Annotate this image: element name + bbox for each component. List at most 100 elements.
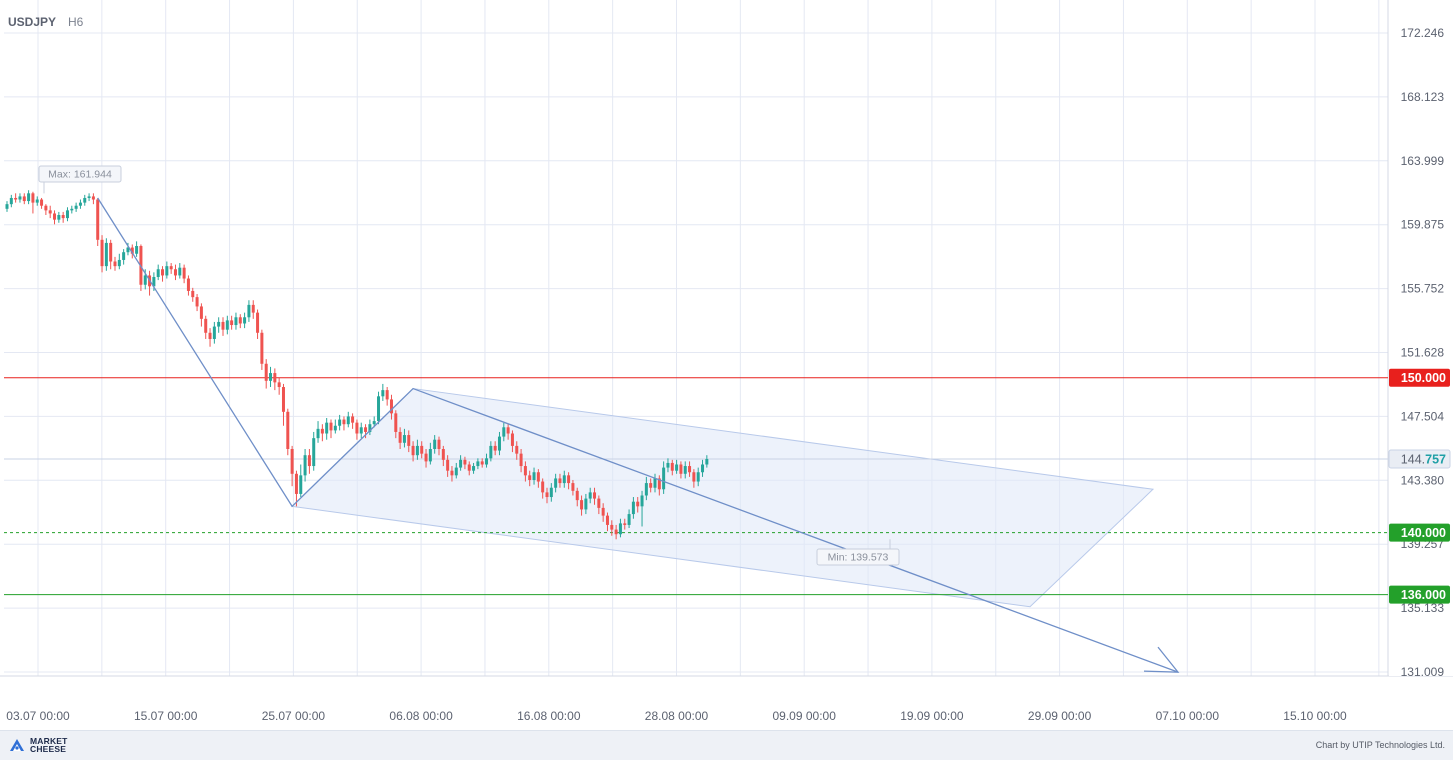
candle	[433, 435, 437, 454]
candle-body	[476, 461, 480, 467]
candle-body	[307, 455, 311, 467]
candle	[44, 204, 48, 216]
candle-body	[623, 523, 627, 525]
candle-body	[554, 478, 558, 488]
candle-body	[74, 205, 78, 209]
candle-body	[9, 197, 13, 205]
candle-body	[523, 466, 527, 476]
candle	[355, 419, 359, 440]
candle-body	[290, 449, 294, 474]
candle-body	[545, 492, 549, 498]
candle	[40, 197, 44, 209]
candle	[670, 459, 674, 476]
candle	[472, 462, 476, 474]
price-tick-label: 172.246	[1401, 26, 1445, 40]
candle	[562, 470, 566, 488]
candle-body	[351, 416, 355, 423]
level-badge-140.000[interactable]: 140.000	[1389, 523, 1450, 542]
candle	[407, 430, 411, 453]
candle	[53, 210, 57, 225]
symbol-label: USDJPY	[8, 15, 56, 29]
time-tick-label: 29.09 00:00	[1028, 709, 1092, 723]
candle	[644, 476, 648, 501]
time-tick-label: 25.07 00:00	[262, 709, 326, 723]
candle	[294, 470, 298, 507]
time-axis[interactable]: 03.07 00:00 15.07 00:00 25.07 00:00 06.08 0…	[6, 709, 1347, 723]
candle-body	[329, 422, 333, 431]
candle-body	[126, 247, 130, 253]
candle	[381, 383, 385, 401]
candle	[610, 520, 614, 536]
candle	[480, 458, 484, 468]
level-badge-136.000[interactable]: 136.000	[1389, 585, 1450, 604]
level-badge-150.000[interactable]: 150.000	[1389, 368, 1450, 387]
candle-body	[96, 199, 100, 240]
time-tick-label: 19.09 00:00	[900, 709, 964, 723]
candle	[523, 461, 527, 482]
candle-body	[117, 259, 121, 267]
candle	[441, 445, 445, 467]
time-tick-label: 28.08 00:00	[645, 709, 709, 723]
min-label-text: Min: 139.573	[828, 552, 889, 564]
candle	[316, 421, 320, 443]
chart-footer: MARKET CHEESE Chart by UTIP Technologies…	[0, 730, 1453, 760]
candle	[584, 493, 588, 515]
candle	[104, 238, 108, 271]
candle	[346, 411, 350, 428]
candle-body	[705, 458, 709, 465]
candle-body	[441, 449, 445, 460]
candle-body	[398, 431, 402, 443]
price-tick-label: 168.123	[1401, 90, 1445, 104]
candle-body	[14, 197, 18, 200]
candle	[251, 300, 255, 319]
candle-body	[182, 267, 186, 279]
max-label-box	[38, 165, 122, 183]
candle	[156, 264, 160, 281]
candle-body	[83, 197, 87, 203]
candle-body	[433, 439, 437, 450]
candle-body	[40, 199, 44, 206]
candle	[679, 461, 683, 479]
price-tick-label: 155.752	[1401, 282, 1445, 296]
candle-body	[657, 478, 661, 490]
candle-body	[104, 242, 108, 267]
candle	[130, 244, 134, 259]
candle	[333, 419, 337, 434]
candle-body	[355, 422, 359, 434]
candle	[135, 241, 139, 257]
candle	[688, 461, 692, 477]
candle	[299, 464, 303, 498]
candle-body	[610, 524, 614, 530]
candle	[605, 512, 609, 532]
candle-body	[679, 464, 683, 474]
candle-body	[407, 435, 411, 446]
candle-body	[381, 390, 385, 397]
candle-body	[5, 204, 9, 209]
time-tick-label: 09.09 00:00	[772, 709, 836, 723]
price-tick-label: 147.504	[1401, 409, 1445, 423]
candle-body	[199, 306, 203, 319]
candle	[683, 461, 687, 479]
candle-body	[614, 529, 618, 535]
cheese-logo-icon	[10, 739, 24, 751]
candle	[182, 264, 186, 284]
candle-body	[377, 396, 381, 422]
candle	[428, 442, 432, 465]
candle-body	[195, 297, 199, 307]
candle	[558, 473, 562, 488]
current-price-badge[interactable]: 144.757	[1388, 449, 1451, 469]
candle-body	[571, 483, 575, 491]
logo-word-1: MARKET	[30, 736, 68, 746]
price-tick-label: 151.628	[1401, 345, 1445, 359]
candle-body	[541, 481, 545, 493]
candle-body	[303, 455, 307, 476]
candle	[618, 518, 622, 538]
price-tick-label: 159.875	[1401, 218, 1445, 232]
candle	[303, 449, 307, 482]
candle	[377, 391, 381, 425]
price-axis[interactable]: 172.246 168.123 163.999 159.875 155.752 151.6…	[1388, 0, 1453, 679]
candle-body	[346, 416, 350, 425]
level-badge-text: 136.000	[1401, 588, 1446, 602]
candle	[372, 416, 376, 428]
